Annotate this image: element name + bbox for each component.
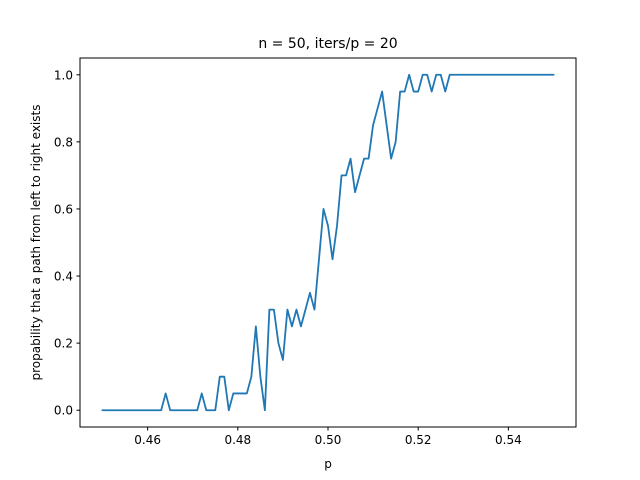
y-tick-label: 0.4 [54, 270, 73, 284]
x-tick-label: 0.50 [315, 433, 342, 447]
x-tick-label: 0.48 [224, 433, 251, 447]
y-tick-label: 0.6 [54, 202, 73, 216]
chart-title: n = 50, iters/p = 20 [258, 36, 397, 52]
y-tick-label: 0.2 [54, 337, 73, 351]
plot-area [101, 73, 555, 412]
y-tick-label: 1.0 [54, 68, 73, 82]
y-tick-label: 0.0 [54, 404, 73, 418]
axes-frame [79, 57, 577, 428]
y-axis-label: propability that a path from left to rig… [29, 105, 43, 381]
x-tick-label: 0.52 [405, 433, 432, 447]
series-line [101, 73, 555, 412]
x-axis-label: p [324, 457, 332, 471]
x-tick-label: 0.46 [134, 433, 161, 447]
y-axis-ticks: 0.0 0.2 0.4 0.6 0.8 1.0 [54, 68, 80, 418]
x-tick-label: 0.54 [495, 433, 522, 447]
y-tick-label: 0.8 [54, 135, 73, 149]
x-axis-ticks: 0.46 0.48 0.50 0.52 0.54 [134, 427, 522, 447]
